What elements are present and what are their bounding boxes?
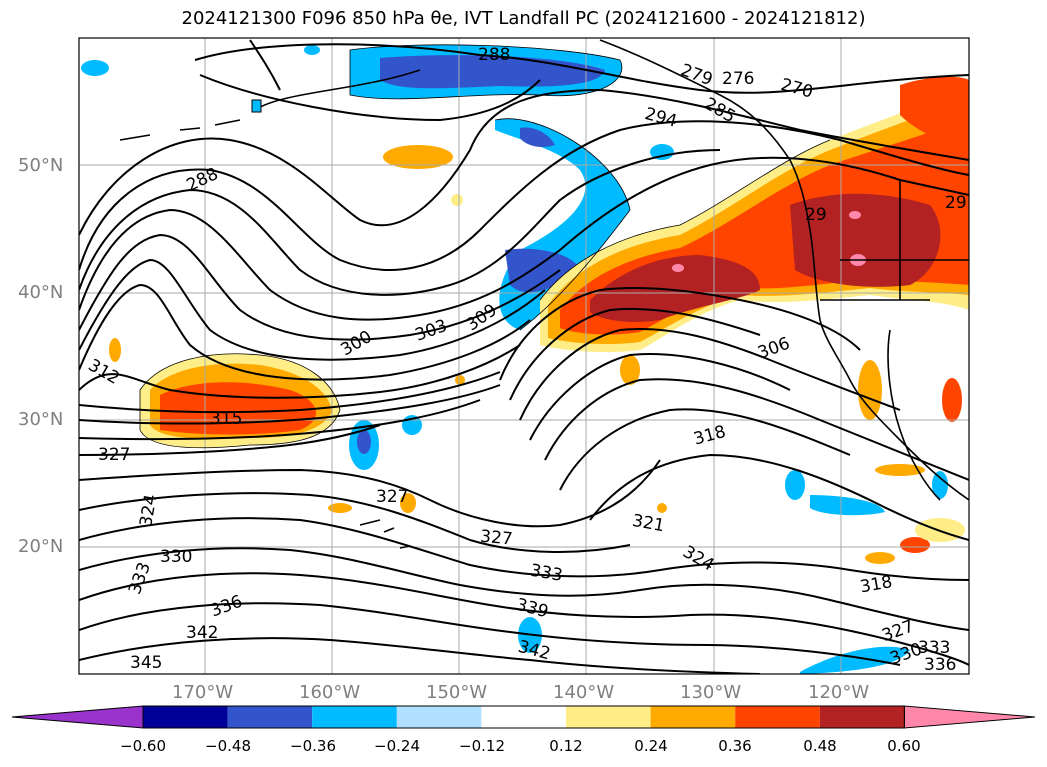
contour-label: 336 [924,655,956,675]
colorbar-tick: 0.36 [718,737,752,755]
map-frame [78,37,970,675]
colorbar-segment [650,706,736,728]
contour-label: 327 [98,445,130,465]
lat-label-30n: 30°N [18,409,64,430]
colorbar-segment [312,706,397,728]
colorbar-tick: 0.60 [887,737,921,755]
colorbar-tick: −0.36 [290,737,336,755]
contour-label: 29 [945,193,967,213]
contour-label: 315 [210,409,242,429]
contour-label: 327 [479,527,513,550]
lon-label-160w: 160°W [299,682,361,703]
colorbar-segment [481,706,566,728]
colorbar-tick: −0.48 [205,737,251,755]
coastlines [119,39,969,549]
contour-label: 327 [376,487,408,507]
lon-label-150w: 150°W [426,682,488,703]
colorbar-tick: −0.24 [374,737,420,755]
map-fill-layer [79,38,969,674]
lon-label-140w: 140°W [553,682,615,703]
map-title: 2024121300 F096 850 hPa θe, IVT Landfall… [181,8,866,29]
lon-label-170w: 170°W [172,682,234,703]
contour-label: 333 [918,638,950,658]
colorbar-extend-low [11,705,144,729]
colorbar-segment [566,706,651,728]
lat-label-40n: 40°N [18,282,64,303]
contour-label: 330 [160,547,192,567]
colorbar-segment [819,706,905,728]
colorbar-tick: −0.12 [459,737,505,755]
colorbar-segment [143,706,228,728]
lon-label-120w: 120°W [808,682,870,703]
contour-label: 276 [722,69,754,89]
colorbar-tick: −0.60 [120,737,166,755]
colorbar-tick: 0.12 [549,737,583,755]
colorbar-segment [735,706,820,728]
lat-label-50n: 50°N [18,155,64,176]
colorbar [11,705,1036,729]
colorbar-tick: 0.24 [634,737,668,755]
colorbar-segment [227,706,313,728]
colorbar-segment [396,706,482,728]
contour-label: 342 [186,623,218,643]
colorbar-outline [142,705,905,729]
lon-label-130w: 130°W [680,682,742,703]
colorbar-extend-high [903,705,1036,729]
theta-e-contours [79,39,969,674]
colorbar-tick: 0.48 [803,737,837,755]
contour-label: 345 [130,653,162,673]
contour-label: 288 [478,45,510,65]
contour-label: 29 [805,205,827,225]
lat-label-20n: 20°N [18,536,64,557]
